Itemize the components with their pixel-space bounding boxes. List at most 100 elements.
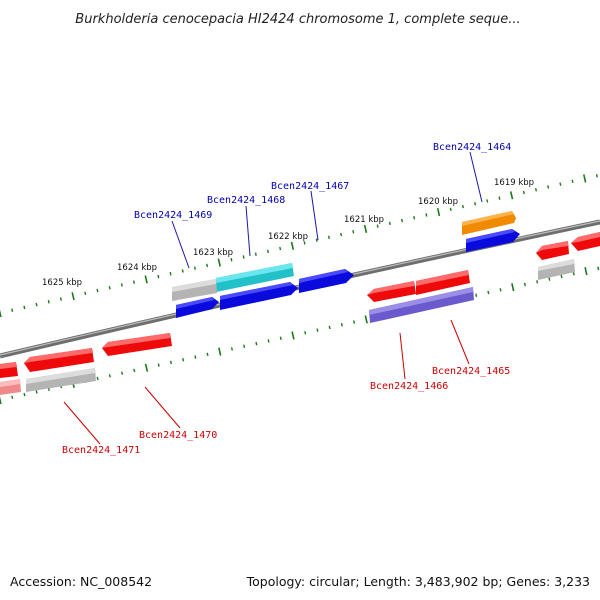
kbp-label-1621: 1621 kbp [344, 215, 384, 225]
scale-tick [279, 246, 282, 251]
reverse-genes [0, 270, 474, 395]
gene-bcen2424-1470-arrow[interactable] [102, 333, 172, 356]
label-bcen2424-1467[interactable]: Bcen2424_1467 [271, 181, 349, 192]
label-bcen2424-1470[interactable]: Bcen2424_1470 [139, 430, 217, 441]
scale-tick [487, 290, 490, 295]
topology-text: Topology: circular; Length: 3,483,902 bp… [246, 574, 590, 589]
scale-tick [266, 249, 270, 254]
scale-tick [132, 280, 136, 284]
scale-tick [560, 274, 563, 279]
scale-tick [548, 277, 551, 281]
scale-tick [254, 252, 257, 256]
scale-tick [144, 363, 149, 372]
scale-tick [499, 288, 502, 292]
kbp-label-1619: 1619 kbp [494, 178, 534, 188]
scale-tick [157, 363, 160, 367]
gene-bcen2424-1468-arrow[interactable] [216, 263, 294, 292]
scale-tick [486, 199, 489, 203]
label-bcen2424-1468[interactable]: Bcen2424_1468 [207, 195, 285, 206]
accession-text: Accession: NC_008542 [10, 574, 152, 589]
gene-bcen2424-1471-arrow[interactable] [24, 348, 94, 372]
scale-tick [304, 331, 307, 335]
scale-tick [0, 396, 2, 405]
kbp-label-1624: 1624 kbp [117, 263, 157, 273]
scale-tick [536, 280, 539, 284]
scale-tick [279, 336, 282, 340]
scale-tick [120, 283, 123, 287]
scale-tick [511, 283, 515, 292]
scale-tick [206, 263, 209, 268]
scale-tick [255, 341, 258, 346]
kbp-label-1622: 1622 kbp [268, 232, 308, 242]
scale-tick [96, 288, 99, 293]
scale-tick [498, 196, 501, 200]
outer-scale-track [0, 174, 598, 318]
scale-tick [59, 297, 62, 301]
gene-reverse-red-left[interactable] [0, 362, 18, 378]
gene-forward-blue-arrow-3[interactable] [176, 297, 219, 318]
scale-tick [108, 286, 111, 290]
scale-tick [182, 358, 185, 362]
scale-tick [290, 241, 295, 250]
scale-tick [559, 182, 562, 186]
scale-tick [340, 323, 343, 327]
scale-tick [121, 371, 124, 375]
scale-tick [376, 224, 379, 228]
gene-bcen2424-1464-arrow[interactable] [462, 211, 516, 235]
scale-tick [194, 355, 197, 359]
kbp-label-1623: 1623 kbp [193, 248, 233, 258]
scale-tick [474, 202, 477, 206]
scale-tick [0, 309, 2, 318]
scale-tick [364, 315, 368, 324]
label-bcen2424-1469[interactable]: Bcen2424_1469 [134, 210, 212, 221]
gene-forward-red-right[interactable] [536, 241, 569, 260]
scale-tick [353, 320, 356, 324]
label-bcen2424-1464[interactable]: Bcen2424_1464 [433, 142, 511, 153]
scale-tick [181, 269, 184, 273]
scale-tick [340, 232, 343, 237]
kbp-label-1625: 1625 kbp [42, 278, 82, 288]
scale-tick [303, 241, 306, 245]
scale-tick [96, 376, 99, 381]
scale-tick [169, 272, 172, 276]
gene-forward-blue-arrow-2[interactable] [220, 282, 298, 310]
scale-tick [327, 235, 330, 240]
scale-tick [534, 188, 538, 192]
scale-tick [523, 282, 526, 287]
label-bcen2424-1471[interactable]: Bcen2424_1471 [62, 445, 140, 456]
scale-tick [23, 392, 26, 397]
gene-forward-gray-right[interactable] [538, 259, 575, 280]
scale-tick [413, 216, 416, 220]
scale-tick [243, 344, 246, 348]
scale-tick [108, 374, 111, 378]
scale-tick [35, 390, 38, 394]
scale-tick [315, 238, 318, 242]
gene-reverse-pink-left[interactable] [0, 379, 21, 395]
label-bcen2424-1466[interactable]: Bcen2424_1466 [370, 381, 448, 392]
gene-bcen2424-1466-arrow[interactable] [367, 281, 416, 302]
scale-tick [84, 291, 87, 296]
gene-bcen2424-1467-arrow[interactable] [299, 269, 354, 293]
scale-tick [547, 185, 550, 189]
callout-lines [63, 151, 483, 445]
scale-tick [230, 258, 233, 262]
scale-tick [461, 204, 464, 209]
gene-reverse-purple[interactable] [369, 287, 474, 323]
scale-tick [267, 339, 270, 343]
scale-tick [11, 308, 14, 312]
scale-tick [509, 191, 514, 200]
scale-tick [363, 224, 368, 233]
gene-bcen2424-1469-arrow[interactable] [172, 279, 217, 301]
gene-forward-red-right-2[interactable] [571, 232, 600, 251]
scale-tick [583, 174, 587, 183]
scale-tick [47, 300, 50, 304]
gene-bcen2424-1465-arrow[interactable] [416, 270, 470, 295]
scale-tick [11, 395, 14, 400]
forward-genes [172, 211, 600, 318]
gene-forward-blue-arrow[interactable] [466, 229, 520, 252]
scale-tick [572, 272, 575, 276]
gene-reverse-gray[interactable] [26, 368, 96, 392]
label-bcen2424-1465[interactable]: Bcen2424_1465 [432, 366, 510, 377]
scale-tick [144, 275, 148, 284]
